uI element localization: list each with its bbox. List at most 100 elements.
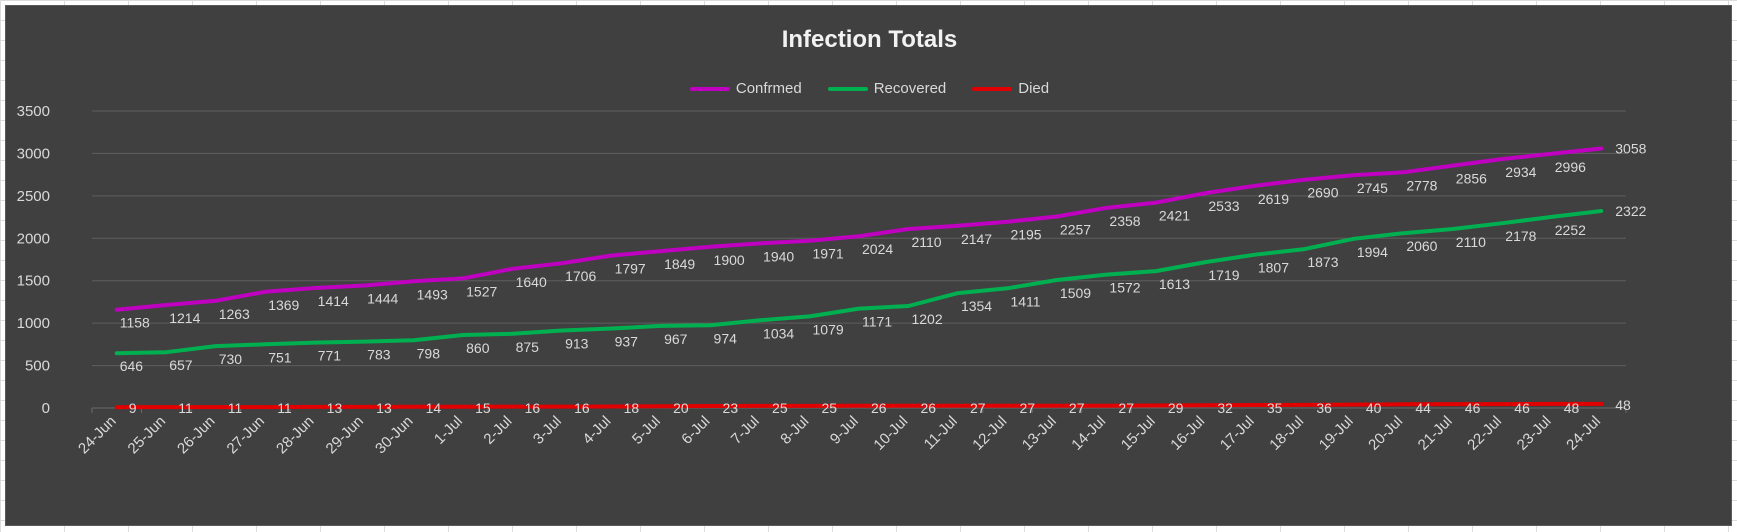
- data-label-recovered: 1613: [1159, 276, 1190, 292]
- y-tick-label: 2500: [17, 188, 50, 205]
- x-tick-label: 11-Jul: [921, 413, 961, 453]
- data-label-confrmed: 1900: [714, 252, 745, 268]
- data-label-confrmed: 2619: [1258, 191, 1289, 207]
- x-tick-label: 8-Jul: [777, 413, 812, 448]
- data-label-recovered: 1994: [1357, 244, 1388, 260]
- data-label-confrmed: 1493: [417, 286, 448, 302]
- x-tick-label: 19-Jul: [1316, 413, 1357, 454]
- data-label-recovered: 974: [714, 330, 738, 346]
- data-label-recovered: 860: [466, 340, 490, 356]
- data-label-died: 36: [1316, 400, 1332, 416]
- data-label-confrmed: 2257: [1060, 221, 1091, 237]
- x-tick-label: 26-Jun: [174, 413, 218, 457]
- data-label-died: 16: [574, 400, 590, 416]
- legend-swatch: [972, 86, 1013, 91]
- data-label-died: 46: [1514, 400, 1530, 416]
- legend-item-confrmed[interactable]: Confrmed: [689, 80, 802, 97]
- data-label-died: 27: [1069, 400, 1085, 416]
- y-tick-label: 500: [25, 358, 50, 375]
- data-label-recovered: 771: [318, 348, 342, 364]
- data-label-recovered: 1034: [763, 325, 794, 341]
- x-tick-label: 7-Jul: [728, 413, 763, 448]
- plot-area: 0 500 1000 1500 2000 2500 3000 3500 24-Jun 25-Jun…: [17, 103, 1647, 457]
- series-line-recovered: [114, 209, 1604, 356]
- x-tick-label: 21-Jul: [1415, 413, 1456, 454]
- legend-label: Confrmed: [735, 80, 802, 97]
- data-label-confrmed: 1214: [169, 310, 200, 326]
- data-label-recovered: 1572: [1109, 280, 1140, 296]
- x-tick-label: 12-Jul: [969, 413, 1010, 454]
- data-label-died: 40: [1366, 400, 1382, 416]
- x-tick-label: 16-Jul: [1167, 413, 1208, 454]
- x-tick-label: 18-Jul: [1266, 413, 1307, 454]
- x-tick-label: 22-Jul: [1464, 413, 1505, 454]
- x-tick-label: 17-Jul: [1217, 413, 1258, 454]
- data-label-recovered: 913: [565, 336, 589, 352]
- x-tick-label: 24-Jul: [1563, 413, 1604, 454]
- x-tick-label: 10-Jul: [870, 413, 911, 454]
- legend-item-recovered[interactable]: Recovered: [827, 80, 946, 97]
- x-tick-label: 6-Jul: [678, 413, 713, 448]
- data-label-confrmed: 2358: [1109, 213, 1140, 229]
- data-label-died: 15: [475, 400, 491, 416]
- series-line-died: [114, 401, 1604, 410]
- data-label-confrmed: 1527: [466, 283, 497, 299]
- data-label-recovered: 2252: [1555, 222, 1586, 238]
- data-label-died: 20: [673, 400, 689, 416]
- series-line-confrmed: [114, 146, 1604, 312]
- x-tick-label: 5-Jul: [629, 413, 664, 448]
- data-label-recovered: 646: [120, 358, 144, 374]
- data-label-died: 11: [228, 400, 243, 416]
- data-label-confrmed: 2421: [1159, 208, 1190, 224]
- data-label-confrmed: 2745: [1357, 180, 1388, 196]
- y-tick-label: 1500: [17, 273, 50, 290]
- data-label-recovered: 1354: [961, 298, 992, 314]
- data-label-died: 27: [970, 400, 986, 416]
- x-tick-label: 30-Jun: [372, 413, 416, 457]
- x-tick-label: 3-Jul: [530, 413, 565, 448]
- data-label-died: 26: [871, 400, 887, 416]
- data-label-confrmed: 2996: [1555, 159, 1586, 175]
- data-label-confrmed: 2778: [1406, 177, 1437, 193]
- data-label-confrmed: 1369: [268, 297, 299, 313]
- data-label-recovered: 1411: [1010, 293, 1040, 309]
- data-label-confrmed: 2147: [961, 231, 992, 247]
- data-label-died: 48: [1615, 397, 1631, 413]
- chart-area[interactable]: Infection Totals Confrmed Recovered Died 0…: [5, 5, 1732, 526]
- data-label-recovered: 1079: [813, 321, 844, 337]
- data-label-died: 25: [822, 400, 838, 416]
- data-label-recovered: 875: [516, 339, 540, 355]
- data-label-died: 27: [1118, 400, 1134, 416]
- data-label-recovered: 783: [367, 347, 391, 363]
- y-tick-label: 0: [42, 400, 50, 417]
- data-label-died: 27: [1019, 400, 1035, 416]
- data-label-recovered: 798: [417, 345, 441, 361]
- x-tick-label: 28-Jun: [273, 413, 317, 457]
- data-label-recovered: 2110: [1456, 234, 1486, 250]
- x-tick-label: 27-Jun: [224, 413, 268, 457]
- legend[interactable]: Confrmed Recovered Died: [6, 80, 1733, 97]
- data-label-confrmed: 1706: [565, 268, 596, 284]
- data-label-confrmed: 1849: [664, 256, 695, 272]
- y-tick-label: 3000: [17, 145, 50, 162]
- data-label-recovered: 1202: [911, 311, 942, 327]
- data-label-confrmed: 1414: [318, 293, 349, 309]
- data-label-confrmed: 2533: [1208, 198, 1239, 214]
- legend-swatch: [827, 86, 868, 91]
- data-label-recovered: 2178: [1505, 228, 1536, 244]
- x-tick-label: 13-Jul: [1019, 413, 1060, 454]
- x-tick-label: 25-Jun: [125, 413, 169, 457]
- x-tick-label: 23-Jul: [1514, 413, 1555, 454]
- y-tick-label: 3500: [17, 103, 50, 120]
- data-label-confrmed: 2934: [1505, 164, 1536, 180]
- data-label-confrmed: 1971: [813, 246, 844, 262]
- data-label-recovered: 2322: [1615, 203, 1646, 219]
- data-label-confrmed: 2195: [1010, 227, 1041, 243]
- data-label-died: 48: [1564, 400, 1580, 416]
- data-label-died: 32: [1217, 400, 1233, 416]
- data-label-died: 14: [426, 400, 442, 416]
- legend-item-died[interactable]: Died: [972, 80, 1049, 97]
- data-label-confrmed: 2024: [862, 241, 893, 257]
- data-label-died: 46: [1465, 400, 1481, 416]
- x-tick-label: 14-Jul: [1068, 413, 1109, 454]
